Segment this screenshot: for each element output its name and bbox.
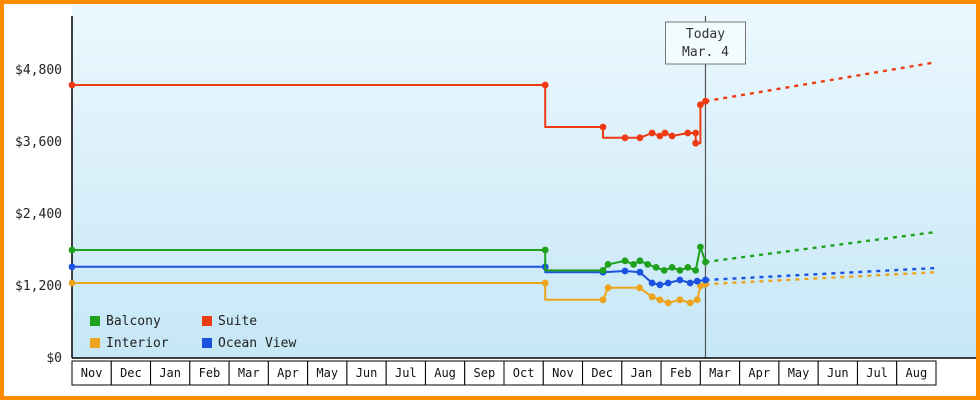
svg-text:Jul: Jul [395, 366, 417, 380]
legend-swatch-ocean-view [202, 338, 212, 348]
legend-label-interior: Interior [106, 335, 169, 351]
svg-text:$3,600: $3,600 [15, 135, 62, 150]
svg-text:Apr: Apr [748, 366, 770, 380]
svg-text:Mar: Mar [238, 366, 260, 380]
svg-text:Jun: Jun [827, 366, 849, 380]
svg-text:Oct: Oct [513, 366, 535, 380]
svg-text:Feb: Feb [670, 366, 692, 380]
legend-label-balcony: Balcony [106, 313, 161, 329]
svg-text:Mar. 4: Mar. 4 [682, 45, 729, 60]
svg-text:Jun: Jun [356, 366, 378, 380]
svg-text:May: May [316, 366, 338, 380]
legend-item-suite: Suite [202, 314, 296, 329]
chart-canvas: $0 $1,200 $2,400 $3,600 $4,800 Nov Dec Jan Feb Ma… [15, 4, 976, 386]
legend-swatch-balcony [90, 316, 100, 326]
legend-label-suite: Suite [218, 313, 258, 329]
svg-text:$2,400: $2,400 [15, 207, 62, 222]
svg-text:Nov: Nov [81, 366, 103, 380]
svg-text:$0: $0 [46, 351, 62, 366]
legend-item-balcony: Balcony [90, 314, 202, 329]
svg-text:$4,800: $4,800 [15, 63, 62, 78]
legend-swatch-suite [202, 316, 212, 326]
svg-text:May: May [788, 366, 810, 380]
svg-text:Feb: Feb [199, 366, 221, 380]
svg-text:Today: Today [686, 27, 725, 42]
legend-item-interior: Interior [90, 336, 202, 351]
svg-text:Nov: Nov [552, 366, 574, 380]
svg-text:Jul: Jul [866, 366, 888, 380]
svg-text:Sep: Sep [474, 366, 496, 380]
legend-swatch-interior [90, 338, 100, 348]
legend-item-ocean-view: Ocean View [202, 336, 296, 351]
svg-text:Jan: Jan [631, 366, 653, 380]
svg-text:Dec: Dec [591, 366, 613, 380]
svg-text:Aug: Aug [906, 366, 928, 380]
svg-text:$1,200: $1,200 [15, 279, 62, 294]
chart-legend: Balcony Suite Interior Ocean View [90, 310, 296, 354]
svg-text:Mar: Mar [709, 366, 731, 380]
svg-text:Aug: Aug [434, 366, 456, 380]
svg-text:Dec: Dec [120, 366, 142, 380]
svg-text:Jan: Jan [159, 366, 181, 380]
svg-text:Apr: Apr [277, 366, 299, 380]
legend-label-ocean-view: Ocean View [218, 335, 297, 351]
